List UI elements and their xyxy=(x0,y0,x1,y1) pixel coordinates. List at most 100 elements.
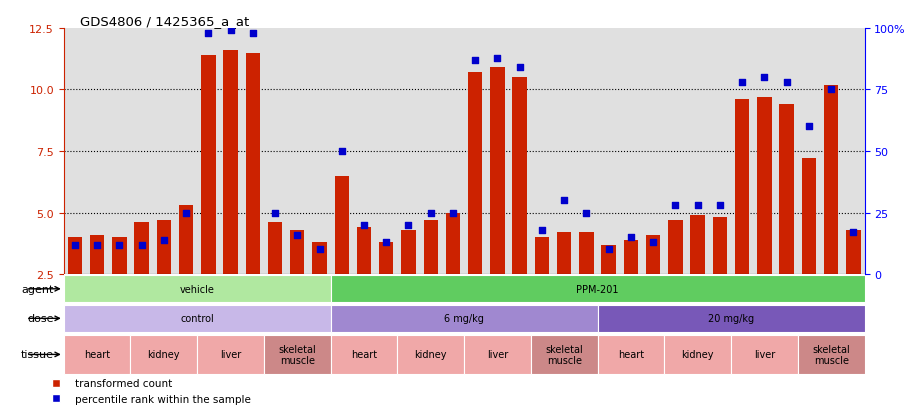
Bar xyxy=(531,29,553,274)
Legend: transformed count, percentile rank within the sample: transformed count, percentile rank withi… xyxy=(42,374,255,408)
Bar xyxy=(130,335,197,374)
Text: heart: heart xyxy=(618,349,644,360)
Bar xyxy=(357,228,371,274)
Point xyxy=(423,210,438,216)
Bar xyxy=(843,29,864,274)
Bar xyxy=(64,305,330,332)
Text: dose: dose xyxy=(27,313,54,323)
Point xyxy=(446,210,460,216)
Bar xyxy=(197,335,264,374)
Point xyxy=(268,210,282,216)
Point xyxy=(757,75,772,81)
Bar xyxy=(401,230,416,274)
Bar xyxy=(753,29,775,274)
Point xyxy=(691,202,705,209)
Bar xyxy=(709,29,731,274)
Bar xyxy=(67,237,82,274)
Point xyxy=(135,242,149,248)
Bar xyxy=(135,223,149,274)
Bar xyxy=(442,29,464,274)
Bar xyxy=(246,53,260,274)
Bar xyxy=(757,97,772,274)
Text: vehicle: vehicle xyxy=(180,284,215,294)
Bar xyxy=(330,305,598,332)
Bar xyxy=(646,235,661,274)
Point xyxy=(846,229,861,236)
Bar xyxy=(312,242,327,274)
Text: 20 mg/kg: 20 mg/kg xyxy=(708,313,754,323)
Bar xyxy=(286,29,308,274)
Point xyxy=(312,247,327,253)
Point xyxy=(735,80,750,86)
Bar xyxy=(264,335,330,374)
Bar xyxy=(486,29,509,274)
Bar xyxy=(512,78,527,274)
Point xyxy=(90,242,105,248)
Bar xyxy=(686,29,709,274)
Bar xyxy=(201,56,216,274)
Bar xyxy=(535,237,549,274)
Bar xyxy=(731,29,753,274)
Text: GDS4806 / 1425365_a_at: GDS4806 / 1425365_a_at xyxy=(80,15,249,28)
Bar xyxy=(602,245,616,274)
Bar xyxy=(509,29,531,274)
Bar xyxy=(112,237,126,274)
Bar xyxy=(598,305,864,332)
Point xyxy=(646,239,661,246)
Bar xyxy=(623,240,638,274)
Bar xyxy=(242,29,264,274)
Point xyxy=(802,124,816,131)
Point xyxy=(401,222,416,228)
Bar xyxy=(464,29,486,274)
Bar xyxy=(620,29,642,274)
Point xyxy=(557,197,571,204)
Bar xyxy=(531,335,598,374)
Bar xyxy=(420,29,442,274)
Bar xyxy=(735,100,749,274)
Bar xyxy=(157,221,171,274)
Point xyxy=(713,202,727,209)
Bar xyxy=(642,29,664,274)
Point xyxy=(357,222,371,228)
Bar xyxy=(446,213,460,274)
Bar xyxy=(713,218,727,274)
Bar xyxy=(820,29,843,274)
Bar xyxy=(731,335,798,374)
Bar xyxy=(330,335,398,374)
Point xyxy=(623,234,638,241)
Bar xyxy=(264,29,286,274)
Bar xyxy=(664,29,686,274)
Bar xyxy=(64,335,130,374)
Point xyxy=(157,237,171,243)
Point xyxy=(379,239,393,246)
Point xyxy=(335,148,349,155)
Bar xyxy=(197,29,219,274)
Point xyxy=(67,242,82,248)
Text: PPM-201: PPM-201 xyxy=(576,284,619,294)
Bar xyxy=(598,335,664,374)
Bar xyxy=(779,105,794,274)
Text: kidney: kidney xyxy=(414,349,447,360)
Bar xyxy=(90,235,105,274)
Point xyxy=(824,87,838,94)
Bar xyxy=(375,29,398,274)
Bar xyxy=(219,29,242,274)
Text: liver: liver xyxy=(220,349,241,360)
Bar xyxy=(824,85,838,274)
Bar xyxy=(330,275,864,303)
Bar xyxy=(178,206,193,274)
Bar xyxy=(775,29,798,274)
Point xyxy=(535,227,550,233)
Bar xyxy=(580,233,593,274)
Bar xyxy=(268,223,282,274)
Bar xyxy=(330,29,353,274)
Point xyxy=(579,210,593,216)
Bar xyxy=(423,221,438,274)
Bar xyxy=(64,29,86,274)
Bar xyxy=(846,230,861,274)
Bar xyxy=(290,230,305,274)
Point xyxy=(490,55,505,62)
Text: skeletal
muscle: skeletal muscle xyxy=(278,344,316,366)
Bar xyxy=(353,29,375,274)
Point xyxy=(112,242,126,248)
